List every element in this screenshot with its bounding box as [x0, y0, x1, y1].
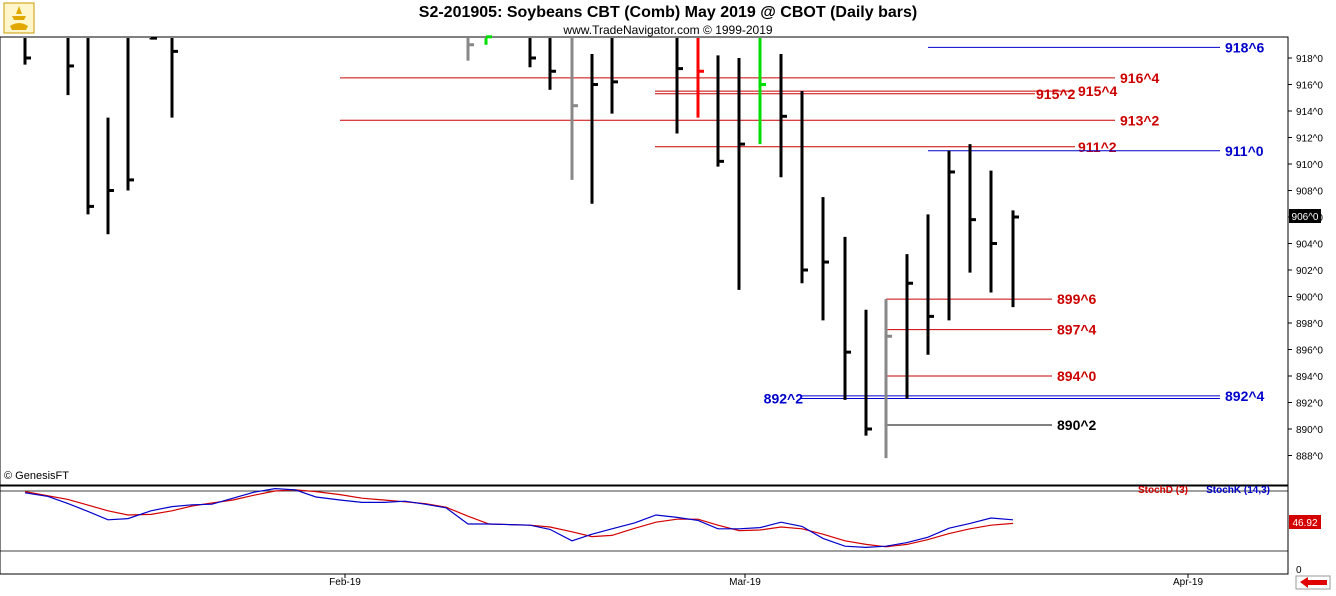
scroll-left-arrow-icon[interactable] — [1295, 575, 1331, 590]
stoch-lines — [0, 487, 1288, 552]
level-label: 890^2 — [1057, 417, 1097, 433]
stoch-series-line — [24, 487, 1014, 549]
level-label: 892^2 — [764, 391, 804, 407]
stoch-zero-label: 0 — [1296, 565, 1302, 576]
level-label: 897^4 — [1057, 322, 1097, 338]
legend-stochk: StochK (14,3) — [1206, 485, 1270, 496]
price-bars — [23, 35, 1019, 459]
stoch-series-line — [24, 489, 1014, 548]
stoch-panel-frame — [0, 485, 1289, 575]
level-label: 911^2 — [1078, 139, 1117, 155]
price-tick-label: 894^0 — [1296, 372, 1323, 383]
price-tick-label: 918^0 — [1296, 54, 1323, 65]
price-tick-label: 912^0 — [1296, 134, 1323, 145]
price-axis: 888^0 890^0 892^0 894^0 896^0 898^0 900^0 902^0… — [1288, 54, 1323, 463]
price-tick-label: 892^0 — [1296, 399, 1323, 410]
last-price-tag — [1289, 209, 1321, 223]
legend-stochd: StochD (3) — [1138, 485, 1188, 496]
price-tick-label: 916^0 — [1296, 81, 1323, 92]
price-tick-label: 890^0 — [1296, 425, 1323, 436]
level-label: 916^4 — [1120, 70, 1160, 86]
level-label: 915^4 — [1078, 83, 1118, 99]
chart-subtitle: www.TradeNavigator.com © 1999-2019 — [562, 23, 772, 37]
level-label: 918^6 — [1225, 39, 1265, 55]
level-label: 911^0 — [1225, 143, 1264, 159]
price-tick-label: 904^0 — [1296, 240, 1323, 251]
time-tick-label: Feb-19 — [329, 577, 361, 588]
stoch-value-label: 46.92 — [1292, 518, 1317, 529]
level-label: 892^4 — [1225, 388, 1265, 404]
time-tick-label: Mar-19 — [729, 577, 761, 588]
level-label: 913^2 — [1120, 112, 1160, 128]
level-label: 899^6 — [1057, 291, 1097, 307]
logo-icon — [3, 2, 35, 34]
last-price-label: 906^0 — [1292, 212, 1319, 223]
price-tick-label: 896^0 — [1296, 346, 1323, 357]
price-tick-label: 900^0 — [1296, 293, 1323, 304]
price-tick-label: 898^0 — [1296, 319, 1323, 330]
time-tick-label: Apr-19 — [1173, 577, 1203, 588]
price-tick-label: 888^0 — [1296, 452, 1323, 463]
price-tick-label: 908^0 — [1296, 187, 1323, 198]
price-tick-label: 910^0 — [1296, 160, 1323, 171]
level-label: 894^0 — [1057, 368, 1097, 384]
copyright-label: © GenesisFT — [4, 470, 69, 482]
price-tick-label: 914^0 — [1296, 107, 1323, 118]
level-label: 915^2 — [1036, 86, 1076, 102]
stoch-value-tag — [1289, 515, 1321, 529]
time-axis: Feb-19 Mar-19 Apr-19 — [329, 574, 1203, 588]
price-tick-label: 902^0 — [1296, 266, 1323, 277]
chart-title: S2-201905: Soybeans CBT (Comb) May 2019 … — [419, 4, 917, 21]
